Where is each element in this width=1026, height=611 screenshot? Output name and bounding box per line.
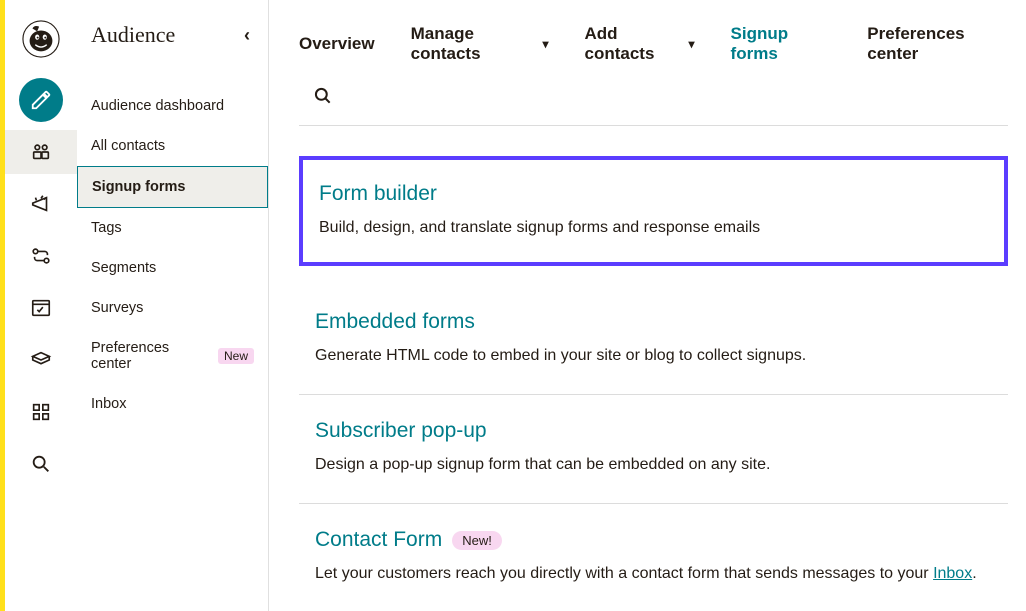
tab-signup-forms[interactable]: Signup forms [731, 24, 832, 64]
search-row [299, 82, 1008, 126]
card-title[interactable]: Contact Form New! [315, 528, 502, 552]
sidebar-item-label: Preferences center [91, 340, 212, 372]
tab-label: Preferences center [867, 24, 1008, 64]
sidebar-item-segments[interactable]: Segments [77, 248, 268, 288]
sidebar-item-label: All contacts [91, 138, 165, 154]
sidebar-item-signup-forms[interactable]: Signup forms [77, 166, 268, 208]
card-contact-form[interactable]: Contact Form New! Let your customers rea… [299, 504, 1008, 611]
sidebar: Audience ‹ Audience dashboard All contac… [77, 0, 269, 611]
rail-content-icon[interactable] [19, 338, 63, 382]
card-form-builder[interactable]: Form builder Build, design, and translat… [299, 156, 1008, 266]
rail-integrations-icon[interactable] [19, 390, 63, 434]
tab-preferences-center[interactable]: Preferences center [867, 24, 1008, 64]
rail-website-icon[interactable] [19, 286, 63, 330]
tab-overview[interactable]: Overview [299, 34, 375, 54]
card-desc: Let your customers reach you directly wi… [315, 562, 992, 586]
main-content: Overview Manage contacts▾ Add contacts▾ … [269, 0, 1026, 611]
sidebar-item-inbox[interactable]: Inbox [77, 384, 268, 424]
sidebar-item-label: Audience dashboard [91, 98, 224, 114]
card-title[interactable]: Subscriber pop-up [315, 419, 487, 443]
sidebar-item-label: Surveys [91, 300, 143, 316]
chevron-down-icon: ▾ [689, 37, 695, 51]
sidebar-item-label: Signup forms [92, 179, 185, 195]
inbox-link[interactable]: Inbox [933, 565, 972, 582]
icon-rail [5, 0, 77, 611]
card-title-text: Contact Form [315, 528, 442, 552]
desc-pre: Let your customers reach you directly wi… [315, 565, 933, 582]
card-title[interactable]: Form builder [319, 182, 437, 206]
card-embedded-forms[interactable]: Embedded forms Generate HTML code to emb… [299, 286, 1008, 395]
card-subscriber-popup[interactable]: Subscriber pop-up Design a pop-up signup… [299, 395, 1008, 504]
sidebar-item-label: Segments [91, 260, 156, 276]
tab-label: Add contacts [584, 24, 682, 64]
tab-label: Signup forms [731, 24, 832, 64]
card-desc: Generate HTML code to embed in your site… [315, 344, 992, 368]
rail-search-icon[interactable] [19, 442, 63, 486]
new-badge: New! [452, 531, 502, 550]
card-desc: Build, design, and translate signup form… [319, 216, 988, 240]
new-badge: New [218, 348, 254, 364]
chevron-down-icon: ▾ [542, 37, 548, 51]
tab-manage-contacts[interactable]: Manage contacts ▾ [411, 24, 549, 64]
tab-add-contacts[interactable]: Add contacts ▾ [584, 24, 694, 64]
card-title[interactable]: Embedded forms [315, 310, 475, 334]
search-icon[interactable] [299, 82, 347, 115]
sidebar-item-label: Tags [91, 220, 122, 236]
sidebar-item-label: Inbox [91, 396, 126, 412]
sidebar-item-audience-dashboard[interactable]: Audience dashboard [77, 86, 268, 126]
sidebar-item-all-contacts[interactable]: All contacts [77, 126, 268, 166]
tab-label: Manage contacts [411, 24, 537, 64]
sidebar-item-tags[interactable]: Tags [77, 208, 268, 248]
tab-label: Overview [299, 34, 375, 54]
rail-automations-icon[interactable] [19, 234, 63, 278]
sidebar-item-surveys[interactable]: Surveys [77, 288, 268, 328]
rail-create-icon[interactable] [19, 78, 63, 122]
rail-campaigns-icon[interactable] [19, 182, 63, 226]
desc-post: . [972, 565, 976, 582]
tab-bar: Overview Manage contacts▾ Add contacts▾ … [299, 24, 1008, 64]
rail-audience-icon[interactable] [5, 130, 77, 174]
sidebar-item-preferences-center[interactable]: Preferences center New [77, 328, 268, 384]
card-desc: Design a pop-up signup form that can be … [315, 453, 992, 477]
logo[interactable] [22, 20, 60, 58]
collapse-chevron-icon[interactable]: ‹ [244, 25, 250, 46]
sidebar-title: Audience [91, 22, 175, 48]
